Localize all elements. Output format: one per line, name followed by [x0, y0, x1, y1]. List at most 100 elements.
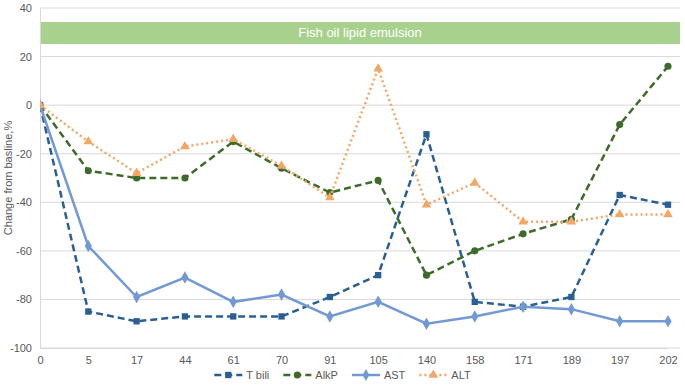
- series: [40, 63, 672, 279]
- x-tick-label: 61: [228, 354, 240, 366]
- series-marker: [520, 230, 527, 237]
- x-tick-label: 202: [659, 354, 677, 366]
- x-tick-label: 0: [37, 354, 43, 366]
- series-marker: [181, 271, 188, 283]
- series-marker: [519, 300, 526, 312]
- series: [40, 63, 673, 224]
- grid-line: [40, 56, 680, 57]
- y-tick-label: 20: [20, 51, 32, 63]
- legend: T bili AlkP AST ALT: [214, 369, 471, 381]
- series-marker: [616, 121, 623, 128]
- x-tick-label: 17: [131, 354, 143, 366]
- series-marker: [230, 296, 237, 308]
- grid-line: [40, 8, 680, 9]
- chart: Fish oil lipid emulsion -100 -80 -60 -40 -20 0…: [0, 0, 685, 385]
- series-marker: [518, 216, 528, 224]
- x-tick: 61: [228, 348, 240, 366]
- y-tick-label: 0: [26, 99, 32, 111]
- legend-marker: [363, 369, 370, 381]
- series-marker: [568, 294, 574, 300]
- x-tick-label: 5: [86, 354, 92, 366]
- series-marker: [470, 177, 480, 185]
- y-tick: -100: [10, 342, 40, 354]
- grid-line: [40, 250, 680, 251]
- x-tick: 91: [324, 348, 336, 366]
- legend-label: AST: [384, 369, 406, 381]
- series-marker: [132, 168, 142, 176]
- y-tick-label: 40: [20, 2, 32, 14]
- series-marker: [568, 303, 575, 315]
- y-tick-label: -80: [16, 293, 32, 305]
- series-marker: [664, 315, 671, 327]
- x-tick: 197: [611, 348, 629, 366]
- x-tick-label: 91: [324, 354, 336, 366]
- series-marker: [375, 296, 382, 308]
- x-tick: 158: [466, 348, 484, 366]
- series-line: [40, 105, 668, 324]
- y-tick: 40: [20, 2, 40, 14]
- series: [40, 102, 671, 324]
- series-marker: [567, 216, 577, 224]
- x-tick: 5: [86, 348, 92, 366]
- series-line: [40, 69, 668, 222]
- series-marker: [182, 313, 188, 319]
- legend-marker: [294, 371, 301, 378]
- series-marker: [327, 294, 333, 300]
- series-marker: [85, 240, 92, 252]
- plot-area: [40, 63, 673, 330]
- series-marker: [663, 209, 673, 217]
- y-axis-title: Change from basline,%: [2, 121, 14, 236]
- series-marker: [471, 310, 478, 322]
- x-tick: 171: [514, 348, 532, 366]
- x-tick-label: 158: [466, 354, 484, 366]
- annotation-text: Fish oil lipid emulsion: [298, 25, 422, 40]
- legend-marker: [225, 372, 231, 378]
- series-marker: [133, 318, 139, 324]
- series-marker: [181, 174, 188, 181]
- series-marker: [423, 272, 430, 279]
- y-tick-label: -40: [16, 196, 32, 208]
- legend-item: ALT: [419, 369, 471, 381]
- annotation: Fish oil lipid emulsion: [40, 22, 680, 44]
- series: [40, 99, 672, 330]
- y-tick: -20: [16, 148, 40, 160]
- x-tick-label: 105: [369, 354, 387, 366]
- series-marker: [133, 291, 140, 303]
- y-tick: -60: [16, 245, 40, 257]
- series-marker: [278, 313, 284, 319]
- y-tick-label: -20: [16, 148, 32, 160]
- legend-label: T bili: [246, 369, 269, 381]
- series-marker: [180, 141, 190, 149]
- series-marker: [230, 313, 236, 319]
- x-tick: 44: [179, 348, 191, 366]
- x-tick-label: 171: [514, 354, 532, 366]
- x-tick: 70: [276, 348, 288, 366]
- series-marker: [85, 308, 91, 314]
- grid-line: [40, 348, 680, 349]
- series-marker: [85, 167, 92, 174]
- y-tick-label: -100: [10, 342, 32, 354]
- legend-item: AST: [352, 369, 406, 381]
- x-tick-label: 70: [276, 354, 288, 366]
- series-marker: [472, 299, 478, 305]
- series-marker: [422, 199, 432, 207]
- x-tick-label: 44: [179, 354, 191, 366]
- annotation-band: [40, 22, 680, 44]
- x-tick: 105: [369, 348, 387, 366]
- legend-marker: [429, 369, 439, 377]
- y-tick-label: -60: [16, 245, 32, 257]
- series-marker: [617, 192, 623, 198]
- series-marker: [278, 288, 285, 300]
- series-marker: [373, 63, 383, 71]
- legend-label: AlkP: [315, 369, 338, 381]
- x-axis-line: [41, 348, 669, 349]
- legend-label: ALT: [451, 369, 471, 381]
- series-marker: [664, 63, 671, 70]
- x-tick: 189: [563, 348, 581, 366]
- y-axis-line: [40, 9, 41, 349]
- y-tick: 20: [20, 51, 40, 63]
- series-marker: [40, 100, 45, 108]
- grid-line: [40, 202, 680, 203]
- series-marker: [228, 134, 238, 142]
- series-marker: [84, 136, 94, 144]
